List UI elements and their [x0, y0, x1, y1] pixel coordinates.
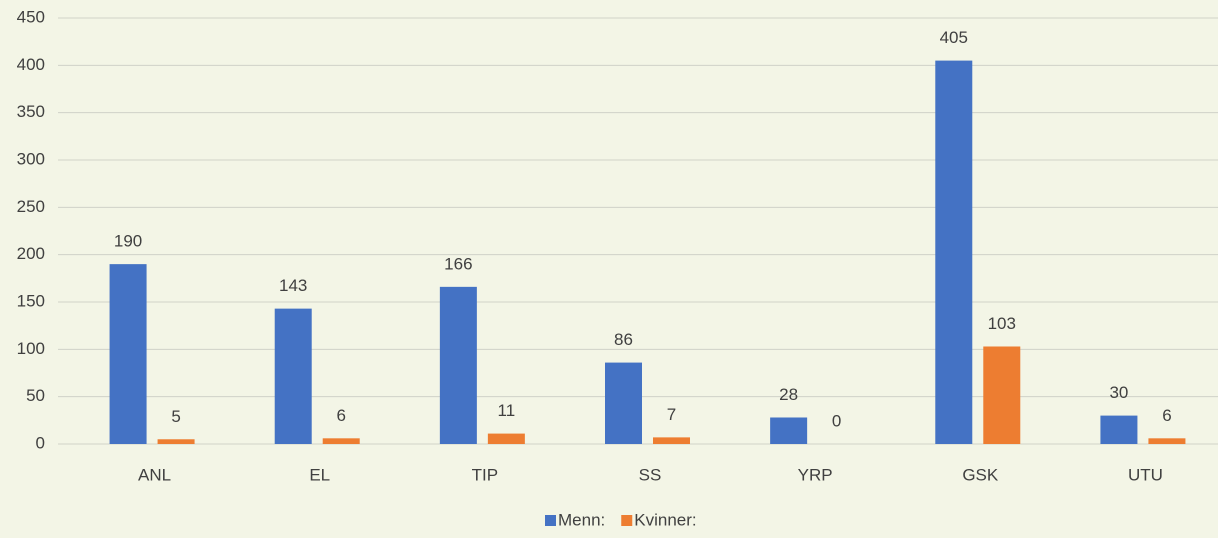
y-tick-label: 250 [17, 197, 45, 216]
x-tick-label: EL [309, 465, 330, 484]
data-label: 0 [832, 411, 841, 430]
bar [487, 433, 525, 444]
y-tick-label: 350 [17, 102, 45, 121]
data-label: 7 [667, 405, 676, 424]
y-tick-label: 100 [17, 339, 45, 358]
y-tick-label: 300 [17, 149, 45, 168]
data-label: 405 [940, 28, 968, 47]
bar [157, 439, 195, 444]
bar [770, 417, 808, 444]
legend-swatch [621, 515, 633, 526]
data-label: 28 [779, 385, 798, 404]
data-label: 11 [498, 401, 516, 420]
data-label: 5 [171, 407, 180, 426]
data-label: 30 [1109, 383, 1128, 402]
x-tick-label: YRP [798, 465, 833, 484]
data-label: 190 [114, 232, 142, 251]
bar [439, 286, 477, 444]
x-tick-label: SS [639, 465, 662, 484]
bar [109, 264, 147, 444]
bar [1148, 438, 1186, 444]
bar [653, 437, 690, 444]
data-label: 103 [988, 314, 1016, 333]
y-tick-label: 200 [17, 244, 45, 263]
bar [274, 308, 312, 444]
bar [935, 60, 973, 444]
x-tick-label: ANL [138, 465, 171, 484]
y-tick-label: 0 [36, 433, 45, 452]
x-tick-label: UTU [1128, 465, 1163, 484]
legend-label: Menn: [558, 510, 605, 529]
y-tick-label: 50 [26, 386, 45, 405]
data-label: 86 [614, 330, 633, 349]
bar [1100, 415, 1138, 444]
legend-swatch [545, 515, 556, 526]
legend-label: Kvinner: [634, 510, 696, 529]
data-label: 6 [1162, 406, 1171, 425]
x-tick-label: GSK [962, 465, 999, 484]
bar [983, 346, 1021, 444]
y-tick-label: 450 [17, 7, 45, 26]
bar [605, 362, 642, 444]
data-label: 6 [336, 406, 345, 425]
y-tick-label: 400 [17, 55, 45, 74]
data-label: 143 [279, 276, 307, 295]
y-tick-label: 150 [17, 291, 45, 310]
data-label: 166 [444, 254, 472, 273]
x-tick-label: TIP [472, 465, 498, 484]
bar [322, 438, 360, 444]
